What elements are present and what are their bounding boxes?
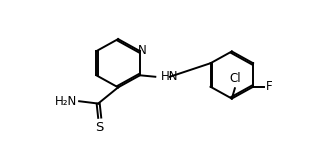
- Text: F: F: [266, 80, 273, 93]
- Text: Cl: Cl: [229, 72, 241, 85]
- Text: H₂N: H₂N: [55, 95, 77, 108]
- Text: S: S: [95, 121, 104, 134]
- Text: HN: HN: [161, 70, 178, 83]
- Text: N: N: [138, 44, 147, 57]
